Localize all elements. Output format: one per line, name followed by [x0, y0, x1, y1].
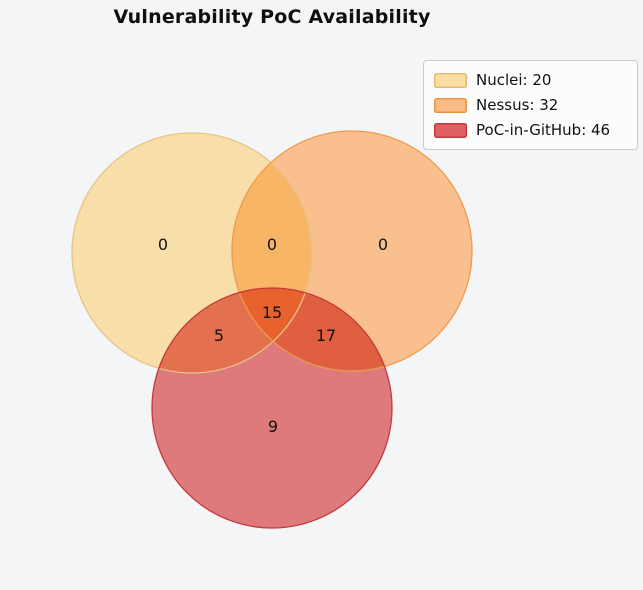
circle-nessus-outline — [231, 130, 473, 372]
region-nuclei-poc — [152, 288, 312, 373]
nessus-swatch-icon — [434, 97, 467, 113]
circle-nuclei-outline — [71, 132, 313, 374]
nuclei-swatch-icon — [434, 72, 467, 88]
legend-label-poc-in-github: PoC-in-GitHub: 46 — [476, 121, 611, 139]
region-label-nuclei-only: 0 — [158, 235, 168, 254]
region-label-nuclei-poc: 5 — [214, 326, 224, 345]
region-label-nessus-only: 0 — [378, 235, 388, 254]
region-nessus-poc — [232, 288, 392, 371]
legend-item-nuclei: Nuclei: 20 — [434, 68, 630, 92]
legend-item-poc-in-github: PoC-in-GitHub: 46 — [434, 118, 630, 142]
legend-label-nessus: Nessus: 32 — [476, 96, 559, 114]
legend-label-nuclei: Nuclei: 20 — [476, 71, 552, 89]
region-label-poc-only: 9 — [268, 417, 278, 436]
poc-in-github-swatch-icon — [434, 122, 467, 138]
circle-poc-outline — [151, 287, 393, 529]
legend-item-nessus: Nessus: 32 — [434, 93, 630, 117]
region-label-triple: 15 — [262, 303, 282, 322]
page-title: Vulnerability PoC Availability — [113, 6, 431, 28]
region-label-nuclei-nessus: 0 — [267, 235, 277, 254]
legend: Nuclei: 20 Nessus: 32 PoC-in-GitHub: 46 — [423, 60, 638, 150]
region-label-nessus-poc: 17 — [316, 326, 336, 345]
